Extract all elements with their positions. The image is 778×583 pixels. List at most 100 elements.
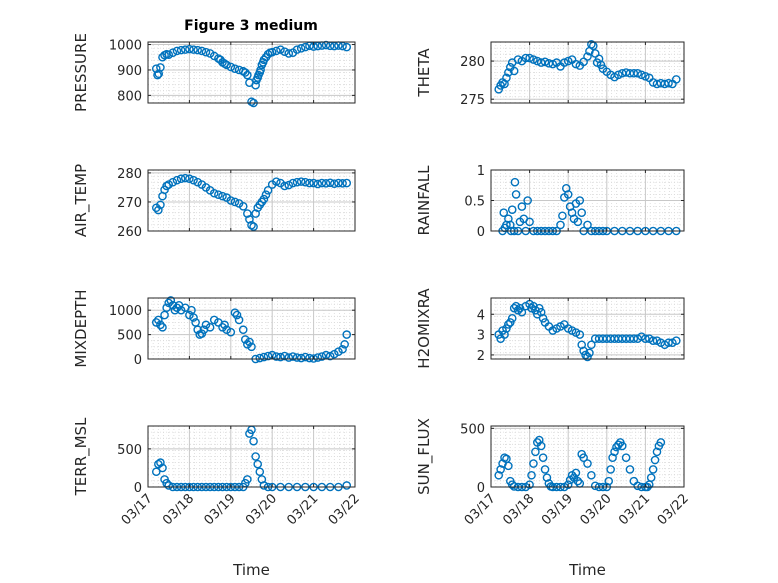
y-tick-label: 1: [477, 164, 485, 179]
data-point: [243, 209, 252, 218]
data-point: [240, 68, 250, 77]
panel-air-temp: 260 270 280 AIR_TEMP: [72, 164, 356, 240]
x-tick-label: 03/19: [539, 491, 576, 528]
data-point: [325, 178, 335, 188]
data-point: [525, 217, 534, 227]
data-point: [259, 481, 269, 490]
axes-box: [147, 297, 356, 360]
data-point: [249, 436, 258, 446]
data-point: [261, 190, 271, 199]
data-point: [548, 59, 558, 69]
data-point: [238, 202, 248, 211]
data-point: [517, 307, 527, 317]
data-point: [292, 177, 302, 187]
data-point: [510, 177, 520, 187]
data-point: [238, 325, 248, 335]
data-point: [573, 476, 583, 486]
data-point: [650, 455, 660, 465]
data-point: [280, 181, 289, 191]
data-point: [515, 303, 525, 313]
x-tick-label: 03/18: [160, 491, 197, 528]
data-point: [249, 222, 258, 231]
data-point: [305, 178, 314, 188]
x-tick-label: 03/21: [616, 491, 653, 528]
data-point: [251, 80, 260, 90]
data-point: [214, 190, 223, 199]
data-point: [633, 68, 642, 78]
data-point: [172, 175, 182, 185]
data-point: [296, 44, 306, 53]
data-point: [189, 45, 198, 54]
data-point: [176, 174, 186, 184]
data-point: [608, 453, 617, 462]
data-point: [625, 465, 635, 474]
data-point: [168, 48, 178, 57]
data-point: [209, 188, 219, 198]
data-point: [164, 481, 173, 490]
data-point: [338, 344, 347, 354]
data-point: [571, 468, 581, 478]
data-point: [288, 178, 298, 188]
data-point: [276, 352, 285, 362]
data-point: [525, 480, 534, 489]
data-point: [226, 196, 236, 205]
data-point: [329, 179, 339, 188]
data-point: [671, 75, 681, 84]
data-point: [243, 70, 252, 80]
data-point: [156, 458, 165, 467]
data-point: [263, 186, 273, 195]
data-point: [641, 72, 650, 81]
data-point: [646, 473, 656, 482]
data-point: [583, 459, 592, 468]
data-point: [556, 220, 565, 230]
data-point: [296, 177, 306, 186]
data-point: [189, 313, 198, 322]
data-point: [164, 50, 173, 60]
data-point: [575, 196, 585, 205]
data-point: [505, 220, 515, 230]
y-tick-label: 800: [117, 89, 142, 104]
data-point: [342, 42, 352, 52]
data-point: [342, 330, 352, 339]
y-axis-label: SUN_FLUX: [415, 418, 434, 495]
data-point: [156, 63, 165, 72]
data-point: [180, 45, 190, 54]
y-tick-label: 275: [460, 93, 485, 108]
y-axis-label: THETA: [415, 48, 433, 98]
data-point: [153, 70, 162, 80]
panel-mixdepth: 0 500 1000 MIXDEPTH: [72, 289, 356, 368]
data-point: [538, 314, 548, 323]
x-tick-label: 03/17: [119, 491, 156, 528]
figure-title: Figure 3 medium: [184, 18, 318, 34]
data-point: [507, 314, 517, 323]
y-axis-label: TERR_MSL: [72, 417, 91, 496]
data-point: [340, 340, 349, 349]
data-point: [563, 56, 573, 66]
data-point: [494, 470, 504, 480]
panel-pressure: 800 900 1000 PRESSURE: [72, 33, 356, 112]
data-point: [604, 476, 614, 486]
data-point: [583, 220, 592, 230]
y-tick-label: 280: [460, 55, 485, 70]
data-point: [201, 47, 211, 57]
data-point: [671, 336, 681, 346]
data-point: [499, 208, 509, 217]
axes-box: [490, 425, 685, 488]
data-point: [232, 310, 242, 320]
data-point: [193, 177, 202, 187]
data-point: [575, 330, 585, 339]
data-point: [529, 55, 538, 64]
y-axis-label: MIXDEPTH: [72, 289, 90, 367]
y-tick-label: 260: [117, 225, 142, 240]
data-point: [267, 47, 277, 57]
data-point: [321, 179, 331, 188]
data-point: [172, 46, 182, 56]
data-point: [259, 194, 269, 204]
data-point: [151, 467, 161, 477]
data-point: [276, 45, 285, 54]
data-point: [577, 208, 587, 217]
data-point: [259, 352, 269, 362]
data-point: [531, 447, 540, 457]
data-point: [511, 190, 521, 199]
